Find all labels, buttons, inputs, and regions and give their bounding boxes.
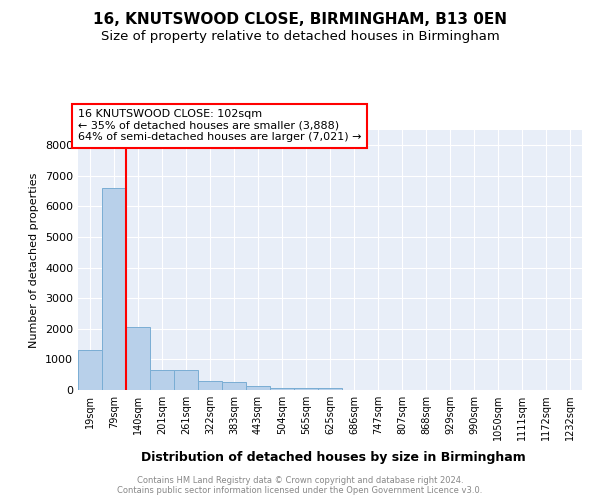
Bar	[174, 370, 198, 390]
Bar	[270, 388, 294, 390]
Bar	[150, 370, 174, 390]
Bar	[246, 386, 270, 390]
Bar	[102, 188, 126, 390]
Bar	[198, 382, 222, 390]
Text: Contains HM Land Registry data © Crown copyright and database right 2024.: Contains HM Land Registry data © Crown c…	[137, 476, 463, 485]
Text: Contains public sector information licensed under the Open Government Licence v3: Contains public sector information licen…	[118, 486, 482, 495]
Bar	[294, 388, 318, 390]
Text: 16 KNUTSWOOD CLOSE: 102sqm
← 35% of detached houses are smaller (3,888)
64% of s: 16 KNUTSWOOD CLOSE: 102sqm ← 35% of deta…	[78, 109, 361, 142]
Bar	[318, 388, 342, 390]
Y-axis label: Number of detached properties: Number of detached properties	[29, 172, 40, 348]
Bar	[222, 382, 246, 390]
Bar	[126, 327, 150, 390]
Text: Distribution of detached houses by size in Birmingham: Distribution of detached houses by size …	[140, 451, 526, 464]
Bar	[78, 350, 102, 390]
Text: Size of property relative to detached houses in Birmingham: Size of property relative to detached ho…	[101, 30, 499, 43]
Text: 16, KNUTSWOOD CLOSE, BIRMINGHAM, B13 0EN: 16, KNUTSWOOD CLOSE, BIRMINGHAM, B13 0EN	[93, 12, 507, 28]
